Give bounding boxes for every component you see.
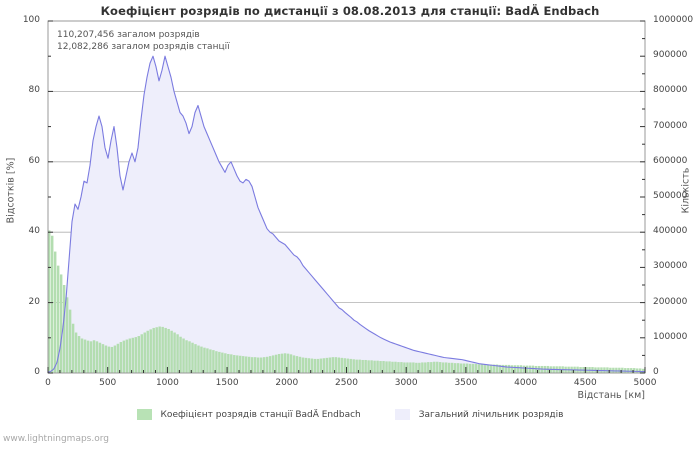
x-axis-tick: 3000	[394, 378, 418, 388]
x-axis-tick: 1500	[215, 378, 239, 388]
annotation-station-discharges: 12,082,286 загалом розрядів станції	[57, 42, 230, 52]
y-axis-right-tick: 300000	[653, 261, 688, 272]
legend-label: Загальний лічильник розрядів	[418, 409, 564, 420]
x-axis-tick: 2500	[335, 378, 358, 388]
legend-swatch-station_rate-icon	[136, 409, 152, 420]
y-axis-left-tick: 20	[28, 296, 40, 307]
y-axis-right-tick: 400000	[653, 226, 688, 237]
legend-swatch-total_count-icon	[394, 409, 410, 420]
x-axis-tick: 5000	[633, 378, 657, 388]
x-axis-tick: 2000	[275, 378, 299, 388]
y-axis-left-tick: 0	[34, 367, 40, 377]
y-axis-right-tick: 500000	[653, 191, 688, 201]
legend-label: Коефіцієнт розрядів станції BadÄ Endbach	[160, 409, 361, 420]
y-axis-left-title: Відсотків [%]	[5, 157, 17, 224]
watermark: www.lightningmaps.org	[3, 434, 109, 444]
y-axis-right-tick: 700000	[653, 120, 688, 131]
x-axis-tick: 1000	[155, 378, 179, 388]
x-axis-tick: 0	[45, 378, 51, 388]
y-axis-right-tick: 800000	[653, 85, 688, 96]
x-axis-tick: 500	[99, 378, 117, 388]
x-axis-tick: 4500	[573, 378, 597, 388]
y-axis-right-tick: 1000000	[653, 15, 694, 25]
chart-legend: Коефіцієнт розрядів станції BadÄ Endbach…	[0, 409, 700, 420]
y-axis-left-tick: 80	[28, 85, 40, 96]
chart-title: Коефіцієнт розрядів по дистанції з 08.08…	[100, 4, 600, 18]
legend-item-total_count[interactable]: Загальний лічильник розрядів	[394, 409, 564, 420]
y-axis-left-tick: 40	[28, 226, 40, 237]
annotation-total-discharges: 110,207,456 загалом розрядів	[57, 30, 200, 40]
y-axis-right-tick: 0	[653, 367, 659, 377]
y-axis-left-tick: 100	[22, 15, 40, 25]
y-axis-right-tick: 600000	[653, 155, 688, 166]
x-axis-tick: 4000	[514, 378, 538, 388]
legend-item-station_rate[interactable]: Коефіцієнт розрядів станції BadÄ Endbach	[136, 409, 361, 420]
y-axis-left-tick: 60	[28, 155, 40, 166]
y-axis-right-tick: 100000	[653, 331, 688, 342]
x-axis-tick: 3500	[454, 378, 478, 388]
y-axis-right-tick: 200000	[653, 296, 688, 307]
x-axis-title: Відстань [км]	[577, 390, 645, 401]
y-axis-right-tick: 900000	[653, 50, 688, 61]
